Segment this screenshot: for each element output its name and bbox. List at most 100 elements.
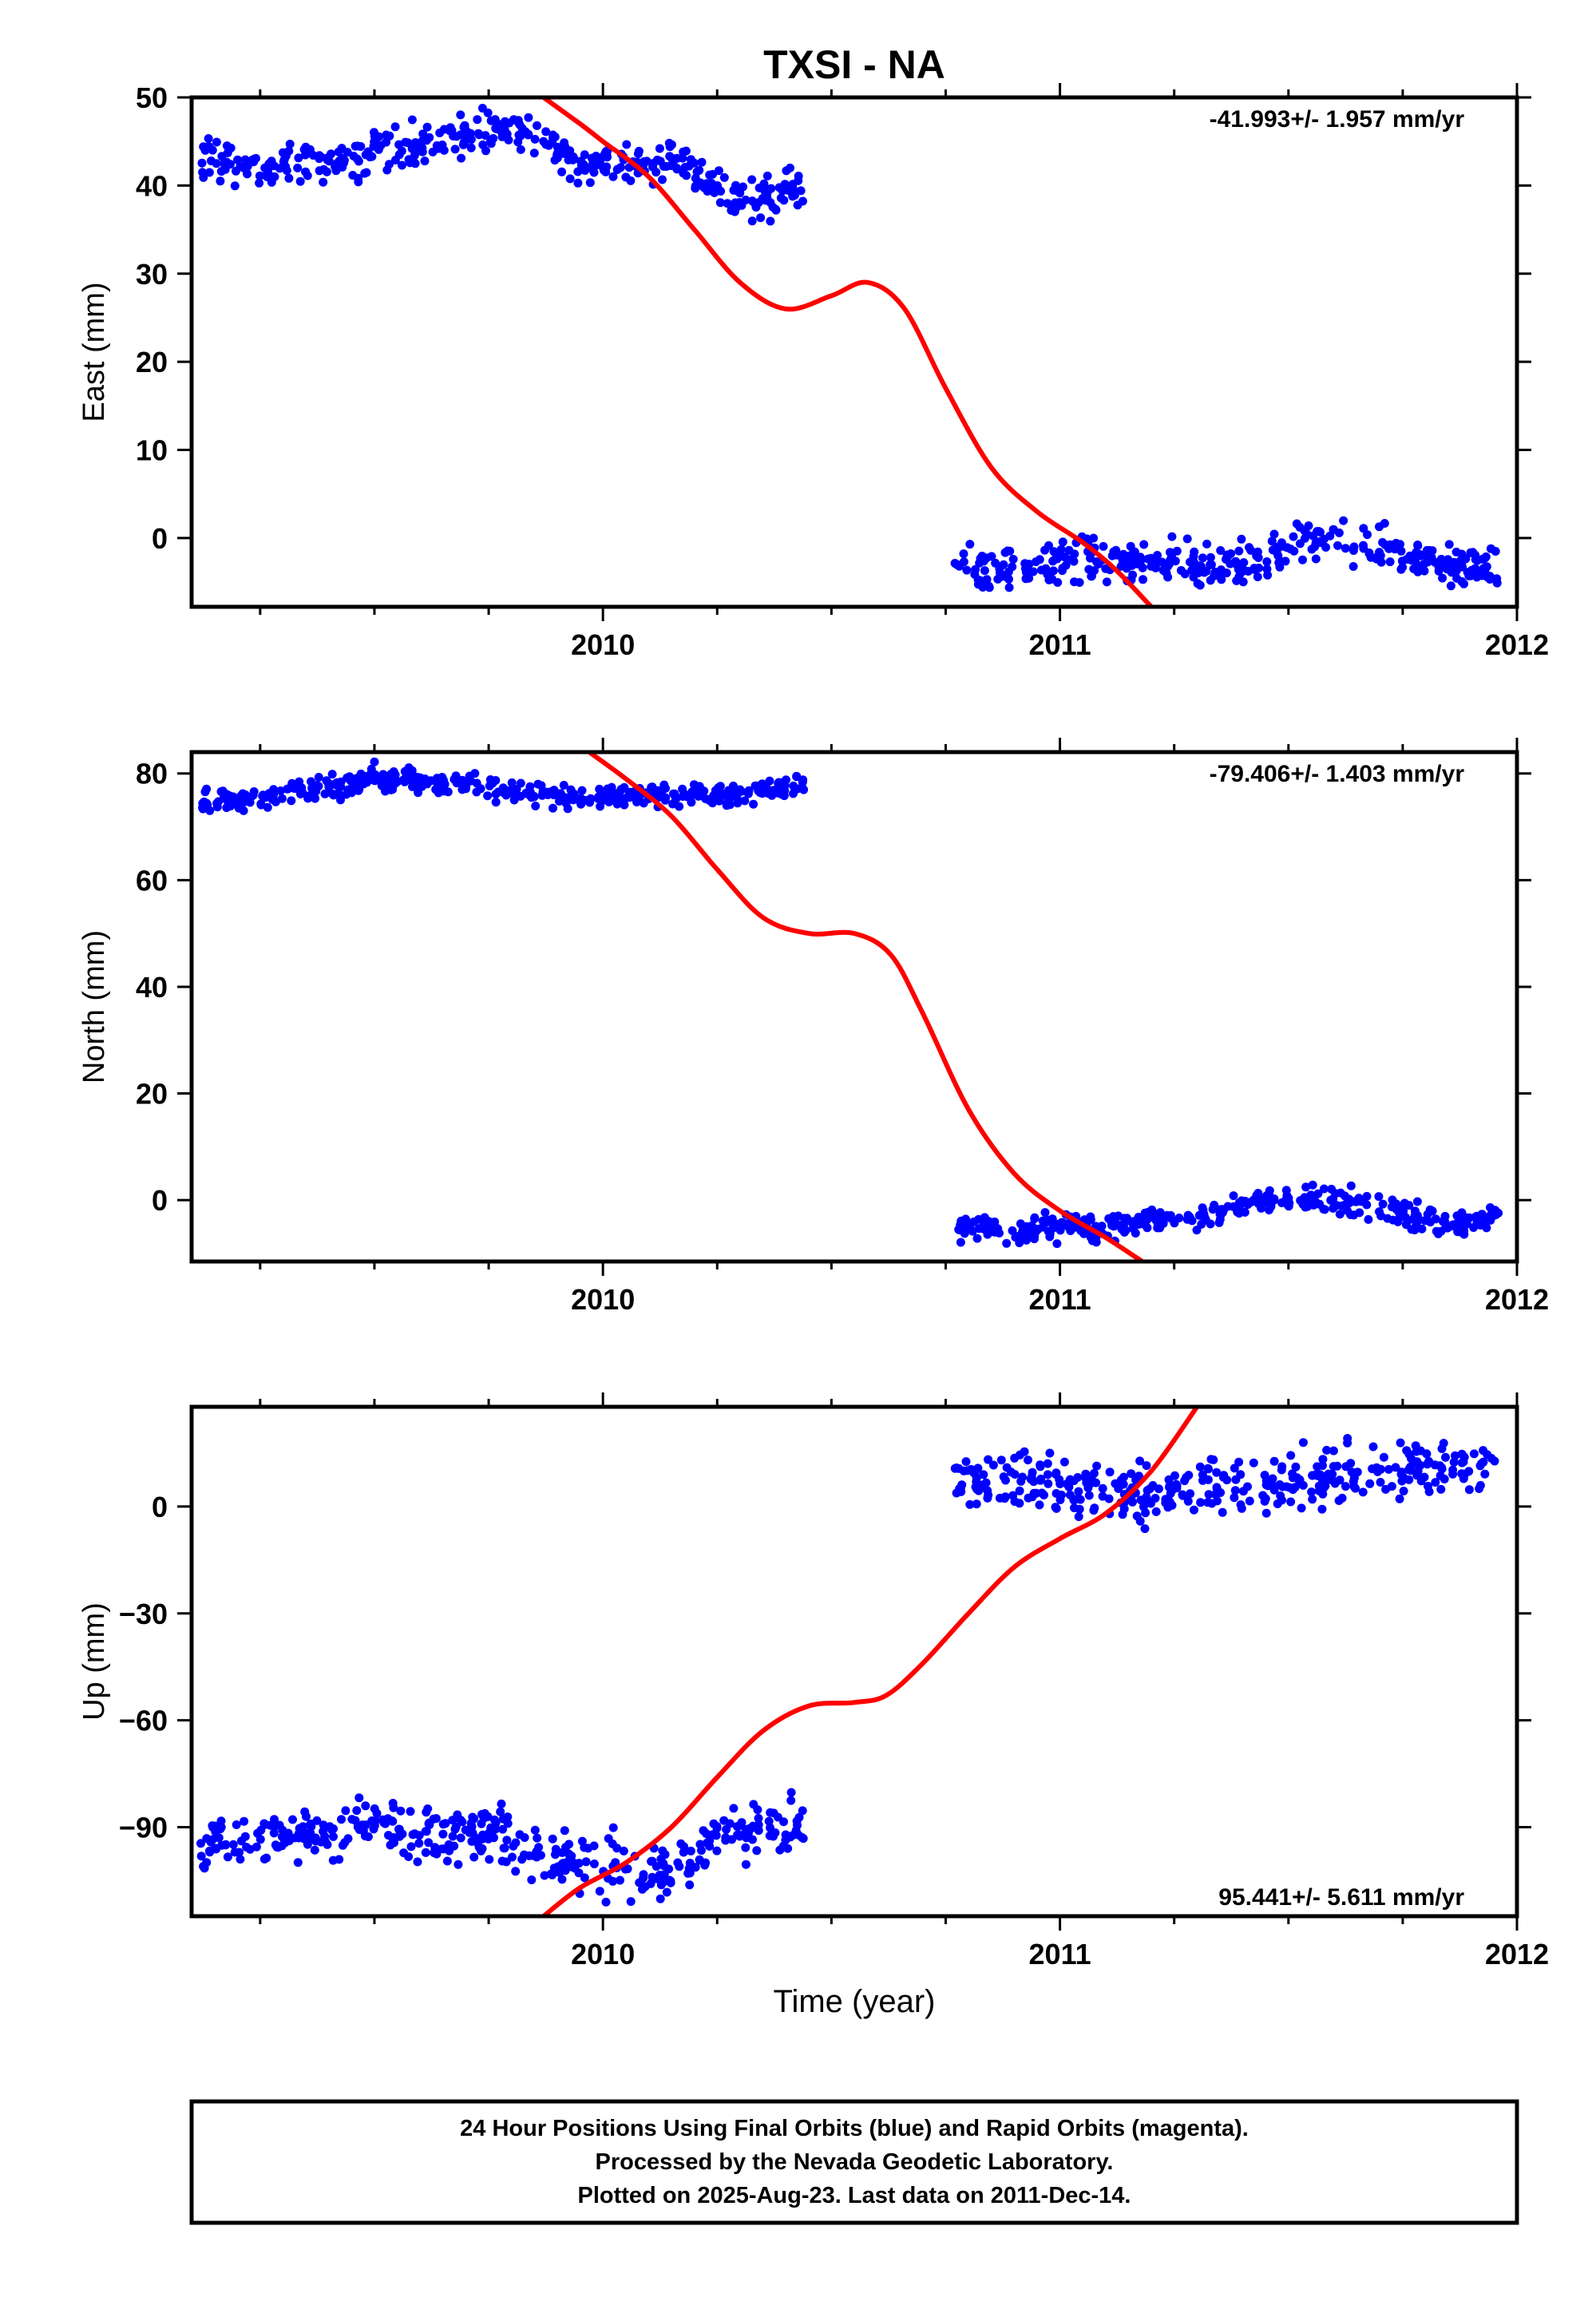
data-point bbox=[294, 153, 303, 163]
data-point bbox=[447, 125, 457, 135]
data-point bbox=[1286, 1451, 1296, 1460]
data-point bbox=[695, 165, 704, 175]
data-point bbox=[1321, 543, 1331, 552]
data-point bbox=[619, 1846, 628, 1856]
footer-line-3: Plotted on 2025-Aug-23. Last data on 201… bbox=[578, 2183, 1131, 2208]
data-point bbox=[1425, 1205, 1435, 1214]
data-point bbox=[980, 566, 989, 576]
data-point bbox=[1413, 541, 1423, 551]
data-point bbox=[1162, 568, 1171, 578]
data-point bbox=[503, 786, 513, 795]
data-point bbox=[414, 1839, 424, 1848]
data-point bbox=[1284, 1202, 1293, 1211]
data-point bbox=[485, 137, 495, 146]
data-point bbox=[461, 781, 471, 790]
panel-2: 2010 2011 2012 0 20 40 60 80 North (mm) -79.406+/… bbox=[77, 738, 1549, 1316]
data-point bbox=[1206, 1219, 1215, 1229]
data-point bbox=[1260, 1496, 1269, 1506]
data-point bbox=[442, 1856, 452, 1866]
data-point bbox=[1140, 1524, 1150, 1534]
data-point bbox=[764, 1816, 774, 1826]
data-point bbox=[421, 1827, 430, 1836]
data-point bbox=[729, 1804, 739, 1813]
data-point bbox=[564, 1849, 573, 1859]
data-point bbox=[721, 1836, 731, 1845]
data-point bbox=[238, 790, 248, 800]
data-point bbox=[1365, 1479, 1375, 1488]
data-point bbox=[1043, 1459, 1052, 1468]
data-point bbox=[549, 803, 557, 813]
data-point bbox=[749, 1800, 758, 1809]
data-point bbox=[491, 790, 501, 799]
data-point bbox=[1104, 1494, 1114, 1503]
data-point bbox=[956, 1216, 966, 1226]
data-point bbox=[961, 1457, 971, 1467]
data-point bbox=[1147, 553, 1156, 563]
data-point bbox=[1229, 1191, 1238, 1201]
data-point bbox=[686, 155, 695, 164]
data-point bbox=[1239, 558, 1249, 568]
x-tick-label: 2010 bbox=[571, 1938, 635, 1970]
data-point bbox=[1452, 1211, 1462, 1221]
data-point bbox=[1437, 1464, 1447, 1474]
data-point bbox=[491, 1818, 501, 1828]
y-tick-label: 50 bbox=[136, 81, 168, 114]
data-point bbox=[749, 799, 758, 809]
data-point bbox=[453, 1810, 462, 1820]
data-point bbox=[659, 1861, 668, 1871]
panel-3: 2010 2011 2012 −90 −60 −30 0 Up (mm) 95.441+/- 5… bbox=[77, 1392, 1549, 1970]
data-point bbox=[979, 556, 988, 566]
data-point bbox=[362, 168, 371, 177]
data-point bbox=[714, 166, 723, 176]
data-point bbox=[207, 156, 216, 165]
data-point bbox=[1210, 571, 1219, 580]
data-point bbox=[456, 1833, 465, 1843]
data-point bbox=[1475, 1221, 1485, 1230]
data-point bbox=[1166, 1489, 1175, 1498]
data-point bbox=[369, 141, 378, 151]
data-point bbox=[1274, 558, 1284, 568]
data-point bbox=[1364, 1214, 1373, 1224]
data-point bbox=[1444, 540, 1454, 549]
data-point bbox=[751, 203, 761, 212]
data-point bbox=[279, 155, 289, 164]
data-point bbox=[236, 1855, 245, 1864]
data-point bbox=[1116, 1475, 1126, 1485]
data-point bbox=[626, 176, 636, 185]
data-point bbox=[622, 140, 632, 149]
data-point bbox=[444, 1840, 453, 1849]
data-point bbox=[1416, 1446, 1425, 1456]
data-point bbox=[1045, 1448, 1055, 1458]
y-tick-label: 60 bbox=[136, 864, 168, 897]
data-point bbox=[715, 796, 724, 806]
y-axis-label: East (mm) bbox=[77, 282, 111, 422]
data-point bbox=[386, 1840, 395, 1850]
data-point bbox=[685, 1880, 695, 1890]
data-point bbox=[762, 171, 772, 180]
data-point bbox=[1304, 521, 1313, 530]
data-point bbox=[1432, 1226, 1441, 1236]
data-point bbox=[1464, 1485, 1474, 1495]
data-point bbox=[524, 113, 533, 122]
data-point bbox=[1307, 1487, 1317, 1497]
data-point bbox=[1480, 1469, 1490, 1479]
data-point bbox=[311, 794, 320, 803]
data-point bbox=[453, 1860, 463, 1869]
data-point bbox=[1310, 1197, 1320, 1206]
data-point bbox=[204, 134, 213, 143]
data-point bbox=[1195, 1462, 1205, 1471]
data-point bbox=[1395, 1494, 1404, 1503]
data-point bbox=[509, 1841, 518, 1851]
data-point bbox=[295, 1824, 304, 1833]
data-point bbox=[418, 143, 427, 152]
data-point bbox=[1404, 1475, 1414, 1484]
data-point bbox=[395, 1828, 405, 1837]
data-point bbox=[687, 787, 697, 797]
data-point bbox=[333, 780, 343, 790]
data-point bbox=[260, 793, 270, 802]
data-point bbox=[398, 160, 406, 170]
data-point bbox=[485, 1855, 494, 1864]
data-point bbox=[310, 1845, 319, 1855]
data-point bbox=[1245, 543, 1253, 553]
x-axis-label: Time (year) bbox=[774, 1984, 936, 2019]
